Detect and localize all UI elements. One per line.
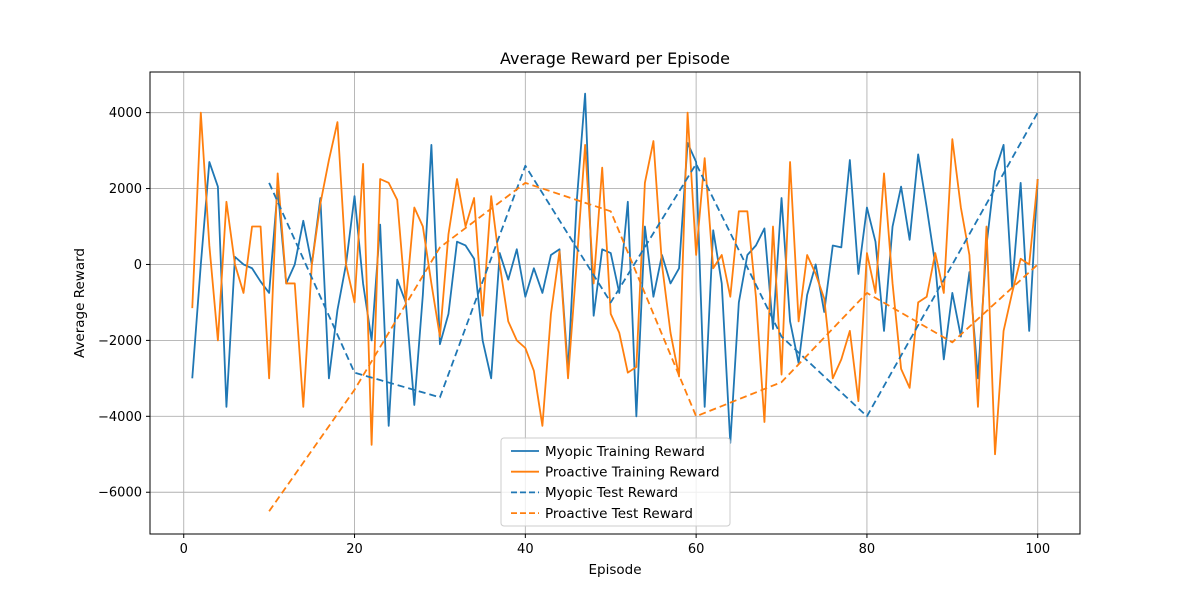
y-tick-label: 0 <box>134 258 142 273</box>
x-tick-label: 100 <box>1025 542 1050 557</box>
legend: Myopic Training Reward Proactive Training… <box>500 437 731 527</box>
x-tick-label: 20 <box>346 542 363 557</box>
y-tick-label: 2000 <box>109 182 142 197</box>
series-line-proactive-training-reward <box>191 111 1039 456</box>
y-tick-label: 4000 <box>109 106 142 121</box>
legend-label: Proactive Test Reward <box>545 506 693 522</box>
legend-label: Myopic Test Reward <box>545 485 678 501</box>
x-tick-label: 40 <box>517 542 534 557</box>
legend-label: Proactive Training Reward <box>545 465 720 481</box>
legend-box <box>500 437 731 527</box>
x-tick-label: 60 <box>688 542 705 557</box>
grid <box>150 72 1080 534</box>
series-line-myopic-training-reward <box>191 92 1039 444</box>
series-group <box>191 92 1039 512</box>
legend-label: Myopic Training Reward <box>545 444 705 460</box>
x-tick-label: 0 <box>180 542 188 557</box>
series-line-proactive-test-reward <box>268 181 1039 512</box>
y-axis-label: Average Reward <box>72 248 88 358</box>
y-tick-label: −4000 <box>98 410 142 425</box>
x-axis-label: Episode <box>588 562 641 578</box>
chart-title: Average Reward per Episode <box>500 49 730 68</box>
plot-frame <box>149 71 1081 535</box>
y-tick-label: −6000 <box>98 486 142 501</box>
series-line-myopic-test-reward <box>268 112 1039 418</box>
y-tick-label: −2000 <box>98 334 142 349</box>
ticks: 0 20 40 60 80 100 −6000 −4000 −2000 0 2000 4000 <box>98 106 1050 557</box>
x-tick-label: 80 <box>859 542 876 557</box>
